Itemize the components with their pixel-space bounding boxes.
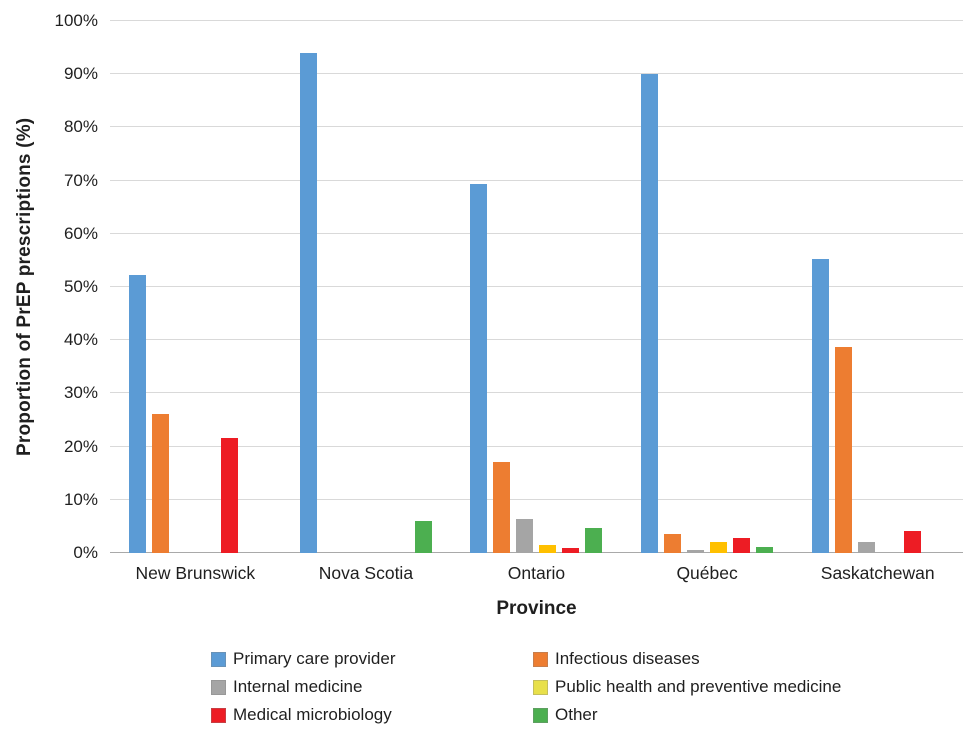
y-tick-label: 40% xyxy=(63,330,98,350)
bar-primary-care-provider xyxy=(811,259,829,553)
legend-label: Infectious diseases xyxy=(555,649,700,668)
gridline xyxy=(110,179,963,181)
bar-other xyxy=(585,528,603,553)
x-tick-label-new-brunswick: New Brunswick xyxy=(135,563,256,583)
y-tick-label: 0% xyxy=(73,543,98,562)
y-tick-label: 30% xyxy=(63,383,98,403)
bar-group-ontario xyxy=(451,21,622,553)
legend-swatch-primary-care-provider xyxy=(211,651,226,667)
y-tick-label: 90% xyxy=(63,64,98,84)
legend-item-infectious-diseases: Infectious diseases xyxy=(533,649,841,669)
bar-other xyxy=(756,546,774,553)
bar-group-saskatchewan xyxy=(792,21,963,553)
bar-internal-medicine xyxy=(516,518,534,553)
bar-medical-microbiology xyxy=(221,437,239,553)
bar-infectious-diseases xyxy=(834,346,852,553)
bar-group-nova-scotia xyxy=(281,21,452,553)
legend-item-other: Other xyxy=(533,705,841,725)
legend-swatch-public-health-and-preventive-medicine xyxy=(533,679,548,695)
gridline xyxy=(110,20,963,21)
gridline xyxy=(110,286,963,287)
legend-item-internal-medicine: Internal medicine xyxy=(211,677,533,697)
gridline xyxy=(110,339,963,341)
gridline xyxy=(110,126,963,128)
legend-item-primary-care-provider: Primary care provider xyxy=(211,649,533,669)
bar-infectious-diseases xyxy=(664,534,682,553)
legend: Primary care provider Infectious diseases… xyxy=(211,645,841,729)
bar-other xyxy=(414,520,432,553)
gridline xyxy=(110,392,963,394)
bar-primary-care-provider xyxy=(641,74,659,553)
gridline xyxy=(110,445,963,447)
bar-infectious-diseases xyxy=(152,414,170,553)
y-tick-label: 10% xyxy=(63,489,98,509)
x-tick-label-quebec: Québec xyxy=(676,563,738,583)
legend-item-public-health-and-preventive-medicine: Public health and preventive medicine xyxy=(533,677,841,697)
bar-group-new-brunswick xyxy=(110,21,281,553)
legend-label: Public health and preventive medicine xyxy=(555,677,842,696)
bar-primary-care-provider xyxy=(129,275,147,553)
bar-internal-medicine xyxy=(857,541,875,553)
legend-swatch-infectious-diseases xyxy=(533,651,548,667)
gridline xyxy=(110,498,963,500)
x-axis-line xyxy=(110,552,963,553)
legend-label: Internal medicine xyxy=(233,677,363,696)
legend-swatch-other xyxy=(533,707,548,723)
bar-medical-microbiology xyxy=(562,548,580,553)
y-tick-label: 60% xyxy=(63,223,98,243)
bar-public-health-and-preventive-medicine xyxy=(539,544,557,553)
legend-label: Primary care provider xyxy=(233,649,396,668)
x-tick-label-ontario: Ontario xyxy=(507,563,566,583)
plot-area xyxy=(110,20,963,553)
legend-swatch-medical-microbiology xyxy=(211,707,226,723)
y-tick-label: 80% xyxy=(63,117,98,137)
legend-label: Other xyxy=(555,705,598,724)
y-tick-label: 70% xyxy=(63,170,98,190)
bar-group-quebec xyxy=(622,21,793,553)
gridline xyxy=(110,73,963,75)
legend-item-medical-microbiology: Medical microbiology xyxy=(211,705,533,725)
y-tick-label: 100% xyxy=(54,11,98,30)
bar-primary-care-provider xyxy=(470,184,488,553)
x-axis-title: Province xyxy=(496,598,577,619)
bar-medical-microbiology xyxy=(733,538,751,553)
y-tick-label: 50% xyxy=(63,277,98,296)
bar-primary-care-provider xyxy=(299,52,317,553)
bar-infectious-diseases xyxy=(493,461,511,553)
x-tick-label-nova-scotia: Nova Scotia xyxy=(318,563,414,583)
legend-label: Medical microbiology xyxy=(233,705,392,724)
bar-public-health-and-preventive-medicine xyxy=(710,541,728,553)
bar-internal-medicine xyxy=(687,550,705,553)
gridline xyxy=(110,232,963,234)
y-tick-label: 20% xyxy=(63,436,98,456)
x-tick-label-saskatchewan: Saskatchewan xyxy=(820,563,935,583)
bar-medical-microbiology xyxy=(903,531,921,553)
legend-swatch-internal-medicine xyxy=(211,679,226,695)
